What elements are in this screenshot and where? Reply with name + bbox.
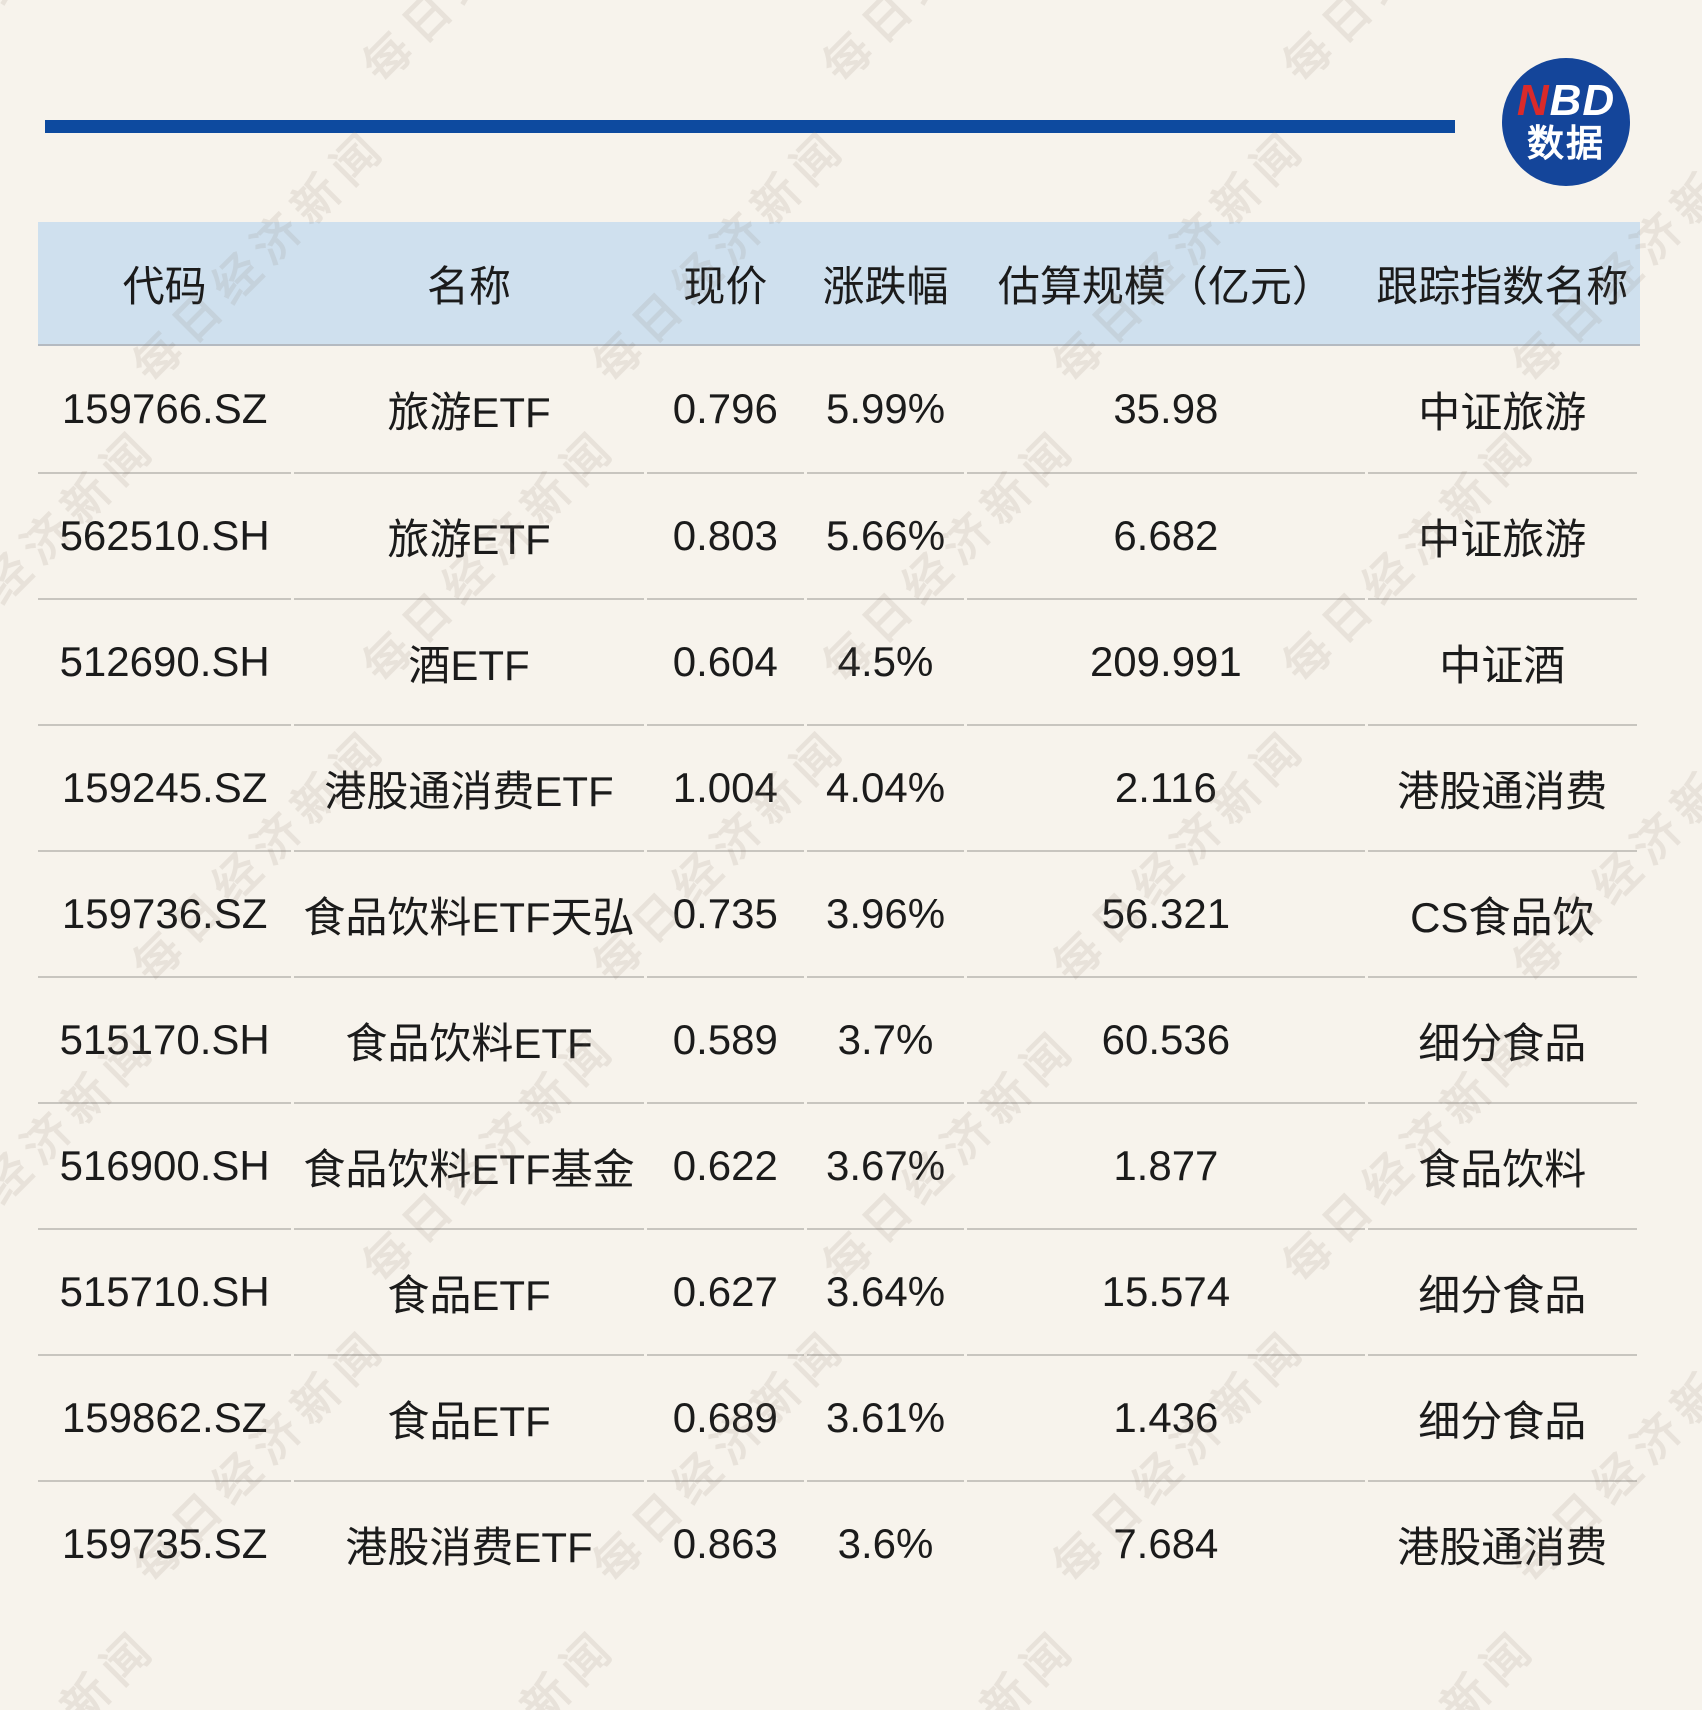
watermark-text: 每日经济新闻 <box>346 0 630 95</box>
cell-name: 食品饮料ETF天弘 <box>294 850 644 976</box>
column-header-index: 跟踪指数名称 <box>1376 262 1629 310</box>
cell-change: 3.96% <box>806 850 965 976</box>
cell-index: 中证旅游 <box>1418 388 1587 436</box>
cell-code: 159736.SZ <box>38 850 292 976</box>
cell-change: 3.67% <box>806 1102 965 1228</box>
cell-change: 3.64% <box>806 1228 965 1354</box>
cell-scale: 6.682 <box>967 472 1365 598</box>
watermark-text: 每日经济新闻 <box>1266 1611 1550 1710</box>
cell-index: 港股通消费 <box>1367 1480 1637 1606</box>
watermark-text: 每日经济新闻 <box>0 1611 170 1710</box>
cell-scale: 209.991 <box>967 598 1365 724</box>
cell-price: 0.622 <box>646 1102 804 1228</box>
cell-code: 159735.SZ <box>38 1480 292 1606</box>
cell-index: 细分食品 <box>1367 1354 1637 1480</box>
cell-code: 512690.SH <box>38 598 292 724</box>
watermark-text: 每日经济新闻 <box>346 1611 630 1710</box>
cell-index: CS食品饮 <box>1367 850 1637 976</box>
watermark-text: 每日经济新闻 <box>806 0 1090 95</box>
cell-change: 5.99% <box>825 385 946 432</box>
cell-scale: 15.574 <box>967 1228 1365 1354</box>
column-header-code: 代码 <box>122 262 207 310</box>
top-divider-rule <box>45 120 1455 133</box>
cell-name: 酒ETF <box>294 598 644 724</box>
cell-scale: 35.98 <box>1113 385 1219 432</box>
table-row: 515710.SH 食品ETF 0.627 3.64% 15.574 细分食品 <box>38 1228 1640 1354</box>
cell-price: 0.863 <box>646 1480 804 1606</box>
cell-change: 3.6% <box>806 1480 965 1606</box>
cell-change: 5.66% <box>806 472 965 598</box>
cell-name: 食品ETF <box>294 1354 644 1480</box>
cell-code: 159245.SZ <box>38 724 292 850</box>
cell-index: 细分食品 <box>1367 1228 1637 1354</box>
cell-price: 0.735 <box>646 850 804 976</box>
etf-data-table: 代码 名称 现价 涨跌幅 估算规模（亿元） 跟踪指数名称 159766.SZ 旅… <box>38 222 1640 1606</box>
cell-scale: 1.436 <box>967 1354 1365 1480</box>
cell-scale: 60.536 <box>967 976 1365 1102</box>
nbd-logo-letter-n: N <box>1516 76 1550 125</box>
table-row: 159736.SZ 食品饮料ETF天弘 0.735 3.96% 56.321 C… <box>38 850 1640 976</box>
cell-code: 515710.SH <box>38 1228 292 1354</box>
cell-name: 食品饮料ETF <box>294 976 644 1102</box>
cell-name: 旅游ETF <box>294 472 644 598</box>
cell-change: 3.61% <box>806 1354 965 1480</box>
table-header-row: 代码 名称 现价 涨跌幅 估算规模（亿元） 跟踪指数名称 <box>38 222 1640 346</box>
column-header-scale: 估算规模（亿元） <box>997 262 1334 310</box>
cell-name: 食品饮料ETF基金 <box>294 1102 644 1228</box>
table-row: 515170.SH 食品饮料ETF 0.589 3.7% 60.536 细分食品 <box>38 976 1640 1102</box>
nbd-logo-subtext: 数据 <box>1527 123 1605 164</box>
column-header-change: 涨跌幅 <box>822 262 949 310</box>
column-header-name: 名称 <box>427 262 512 310</box>
table-body: 159766.SZ 旅游ETF 0.796 5.99% 35.98 中证旅游 5… <box>38 346 1640 1606</box>
table-row: 562510.SH 旅游ETF 0.803 5.66% 6.682 中证旅游 <box>38 472 1640 598</box>
cell-change: 4.5% <box>806 598 965 724</box>
cell-index: 港股通消费 <box>1367 724 1637 850</box>
cell-scale: 1.877 <box>967 1102 1365 1228</box>
cell-name: 港股消费ETF <box>294 1480 644 1606</box>
nbd-data-logo: NBD 数据 <box>1502 58 1630 186</box>
cell-code: 562510.SH <box>38 472 292 598</box>
table-row: 159245.SZ 港股通消费ETF 1.004 4.04% 2.116 港股通… <box>38 724 1640 850</box>
watermark-text: 每日经济新闻 <box>1266 0 1550 95</box>
nbd-logo-letters-bd: BD <box>1549 76 1616 125</box>
cell-code: 159862.SZ <box>38 1354 292 1480</box>
cell-price: 1.004 <box>646 724 804 850</box>
cell-code: 516900.SH <box>38 1102 292 1228</box>
cell-index: 中证酒 <box>1367 598 1637 724</box>
cell-index: 中证旅游 <box>1367 472 1637 598</box>
cell-name: 港股通消费ETF <box>294 724 644 850</box>
table-row: 512690.SH 酒ETF 0.604 4.5% 209.991 中证酒 <box>38 598 1640 724</box>
column-header-price: 现价 <box>683 262 768 310</box>
cell-code: 159766.SZ <box>61 385 268 432</box>
cell-price: 0.796 <box>672 385 778 432</box>
table-row: 159862.SZ 食品ETF 0.689 3.61% 1.436 细分食品 <box>38 1354 1640 1480</box>
cell-price: 0.689 <box>646 1354 804 1480</box>
cell-change: 4.04% <box>806 724 965 850</box>
cell-scale: 7.684 <box>967 1480 1365 1606</box>
cell-index: 食品饮料 <box>1367 1102 1637 1228</box>
cell-price: 0.604 <box>646 598 804 724</box>
cell-code: 515170.SH <box>38 976 292 1102</box>
cell-scale: 2.116 <box>967 724 1365 850</box>
table-row: 159766.SZ 旅游ETF 0.796 5.99% 35.98 中证旅游 <box>38 346 1640 472</box>
cell-scale: 56.321 <box>967 850 1365 976</box>
cell-price: 0.627 <box>646 1228 804 1354</box>
nbd-logo-text: NBD <box>1517 79 1615 123</box>
cell-change: 3.7% <box>806 976 965 1102</box>
table-row: 159735.SZ 港股消费ETF 0.863 3.6% 7.684 港股通消费 <box>38 1480 1640 1606</box>
cell-price: 0.803 <box>646 472 804 598</box>
watermark-text: 每日经济新闻 <box>806 1611 1090 1710</box>
cell-name: 旅游ETF <box>387 388 551 436</box>
cell-name: 食品ETF <box>294 1228 644 1354</box>
watermark-text: 每日经济新闻 <box>0 0 170 95</box>
table-row: 516900.SH 食品饮料ETF基金 0.622 3.67% 1.877 食品… <box>38 1102 1640 1228</box>
cell-index: 细分食品 <box>1367 976 1637 1102</box>
cell-price: 0.589 <box>646 976 804 1102</box>
